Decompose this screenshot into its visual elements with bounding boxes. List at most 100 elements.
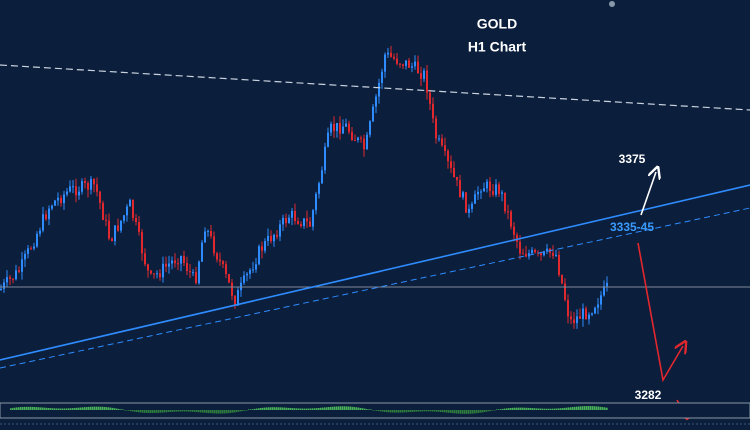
histogram-bar [60, 408, 62, 410]
candle-body [108, 220, 110, 239]
histogram-bar [582, 406, 584, 410]
candle-body [330, 123, 332, 133]
histogram-bar [494, 410, 496, 411]
histogram-bar [244, 410, 246, 411]
candle-body [306, 218, 308, 222]
candle-body [219, 259, 221, 262]
candle-body [66, 191, 68, 195]
dashed-trendline [0, 207, 750, 369]
candle-body [363, 138, 365, 150]
histogram-bar [108, 407, 110, 410]
histogram-bar [66, 408, 68, 410]
histogram-bar [246, 410, 248, 411]
candle-body [462, 192, 464, 198]
candle-body [60, 197, 62, 204]
histogram-bar [596, 406, 598, 410]
histogram-bar [360, 407, 362, 410]
histogram-bar [184, 410, 186, 412]
candle-body [87, 183, 89, 190]
histogram-bar [572, 407, 574, 410]
histogram-bar [508, 408, 510, 410]
histogram-bar [376, 410, 378, 411]
histogram-bar [422, 410, 424, 412]
histogram-bar [340, 406, 342, 410]
histogram-bar [250, 409, 252, 410]
histogram-bar [474, 410, 476, 414]
histogram-bar [338, 406, 340, 410]
histogram-bar [118, 408, 120, 410]
candle-body [372, 106, 374, 122]
histogram-bar [232, 410, 234, 413]
histogram-bar [22, 406, 24, 410]
histogram-bar [600, 406, 602, 410]
candle-body [270, 235, 272, 242]
annotation: 3282 [635, 388, 662, 402]
candle-body [378, 82, 380, 97]
candle-body [480, 191, 482, 193]
candle-body [159, 273, 161, 278]
histogram-bar [448, 410, 450, 413]
histogram-bar [272, 407, 274, 410]
histogram-bar [82, 407, 84, 410]
histogram-bar [316, 408, 318, 410]
down-arrow [637, 242, 683, 383]
candle-body [273, 234, 275, 242]
candle-body [393, 56, 395, 59]
histogram-bar [114, 408, 116, 410]
histogram-bar [544, 408, 546, 410]
histogram-bar [552, 408, 554, 410]
candle-body [510, 211, 512, 227]
candle-body [216, 253, 218, 260]
histogram-bar [106, 407, 108, 410]
candle-body [72, 186, 74, 188]
histogram-bar [334, 406, 336, 410]
candle-body [249, 269, 251, 274]
candle-body [531, 249, 533, 254]
histogram-bar [318, 407, 320, 410]
histogram-bar [314, 408, 316, 410]
candle-body [321, 170, 323, 184]
histogram-bar [344, 406, 346, 410]
histogram-bar [546, 408, 548, 410]
histogram-bar [478, 410, 480, 413]
histogram-bar [16, 407, 18, 410]
candle-body [69, 186, 71, 192]
histogram-bar [390, 410, 392, 413]
candle-body [189, 271, 191, 273]
upper-trendline [0, 64, 750, 111]
histogram-bar [354, 407, 356, 410]
histogram-bar [384, 410, 386, 412]
histogram-bar [152, 410, 154, 413]
candle-body [252, 269, 254, 271]
candle-body [312, 210, 314, 227]
candle-body [315, 193, 317, 211]
histogram-bar [104, 406, 106, 410]
candle-body [336, 123, 338, 132]
histogram-bar [326, 407, 328, 410]
histogram-bar [426, 410, 428, 412]
histogram-bar [260, 407, 262, 410]
histogram-bar [488, 410, 490, 412]
candle-body [492, 191, 494, 195]
histogram-bar [166, 410, 168, 413]
histogram-bar [144, 410, 146, 413]
candle-body [228, 274, 230, 283]
candle-body [477, 191, 479, 195]
candle-body [102, 202, 104, 220]
histogram-bar [456, 410, 458, 414]
histogram-bar [462, 410, 464, 414]
candle-body [186, 262, 188, 272]
histogram-bar [130, 410, 132, 412]
candle-body [24, 253, 26, 260]
histogram-bar [470, 410, 472, 414]
candle-body [318, 183, 320, 194]
histogram-bar [362, 408, 364, 410]
histogram-bar [148, 410, 150, 413]
candle-body [456, 176, 458, 181]
candle-body [465, 192, 467, 213]
candle-body [486, 181, 488, 189]
candle-body [3, 282, 5, 289]
histogram-bar [154, 410, 156, 413]
candle-body [78, 191, 80, 196]
